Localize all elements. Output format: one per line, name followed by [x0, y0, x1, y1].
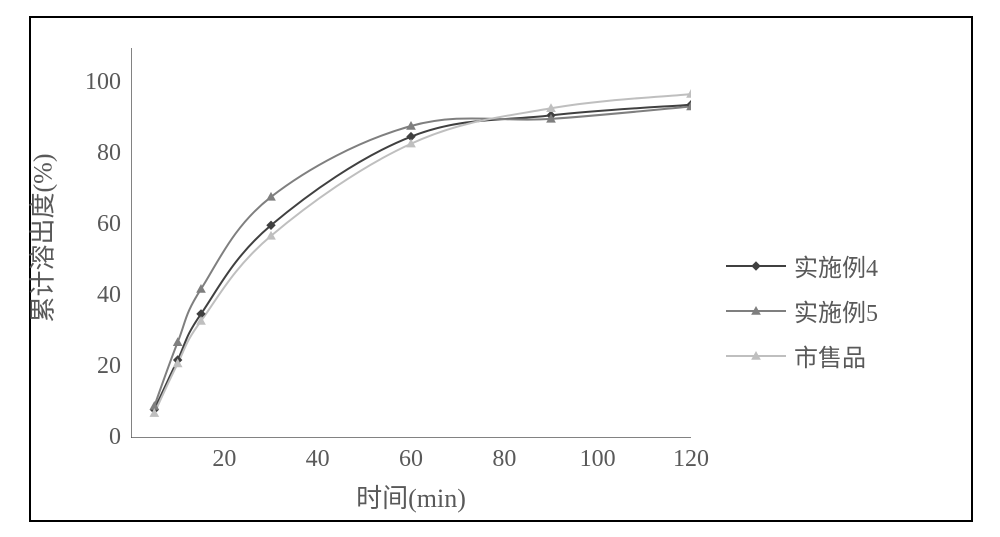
legend-item: 实施例5 — [726, 288, 878, 333]
y-tick-label: 100 — [61, 69, 121, 96]
legend-item: 市售品 — [726, 333, 878, 378]
series-line — [154, 94, 691, 413]
legend-swatch — [726, 301, 786, 321]
plot-area — [131, 48, 691, 438]
legend: 实施例4 实施例5 市售品 — [726, 243, 878, 378]
y-tick-label: 20 — [61, 353, 121, 380]
legend-label: 市售品 — [794, 338, 866, 373]
y-tick-label: 0 — [61, 424, 121, 451]
legend-swatch — [726, 346, 786, 366]
series-line — [154, 105, 691, 410]
x-tick-label: 60 — [399, 446, 423, 473]
x-tick-label: 80 — [492, 446, 516, 473]
legend-label: 实施例4 — [794, 248, 878, 283]
series-marker — [174, 338, 182, 345]
x-tick-label: 20 — [212, 446, 236, 473]
x-tick-label: 120 — [673, 446, 709, 473]
legend-label: 实施例5 — [794, 293, 878, 328]
y-axis-title: 累计溶出度(%) — [23, 154, 60, 323]
legend-item: 实施例4 — [726, 243, 878, 288]
x-axis-title: 时间(min) — [356, 478, 466, 515]
x-tick-label: 100 — [580, 446, 616, 473]
x-tick-label: 40 — [306, 446, 330, 473]
chart-container: 累计溶出度(%) 时间(min) 020406080100 2040608010… — [29, 16, 973, 522]
y-tick-label: 80 — [61, 140, 121, 167]
series-line — [154, 107, 691, 407]
legend-swatch — [726, 256, 786, 276]
y-tick-label: 40 — [61, 282, 121, 309]
y-tick-label: 60 — [61, 211, 121, 238]
